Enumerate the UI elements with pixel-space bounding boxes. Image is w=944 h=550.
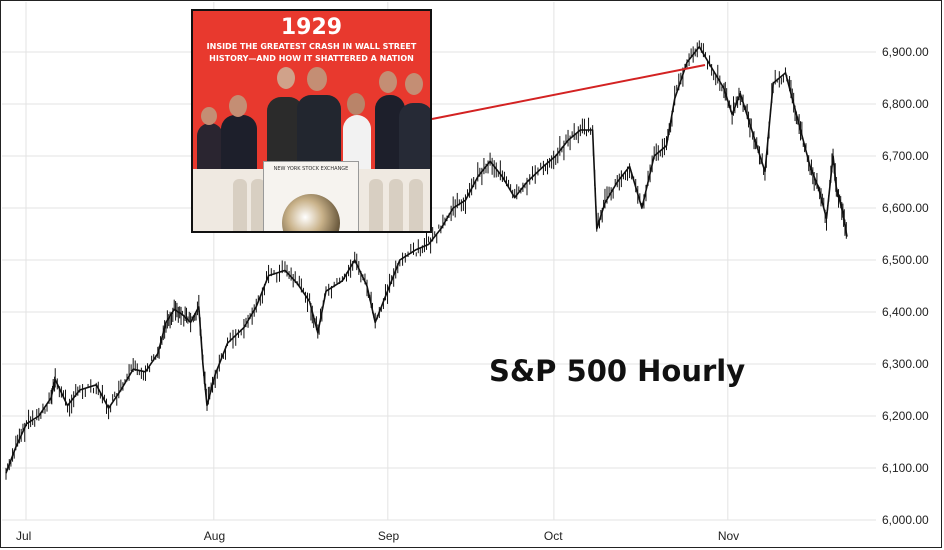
grid-lines: [2, 2, 876, 521]
person-head: [347, 93, 365, 115]
person-figure: [399, 103, 430, 173]
person-head: [201, 107, 217, 125]
x-axis: Jul Aug Sep Oct Nov: [16, 529, 739, 543]
y-tick-label: 6,500.00: [882, 253, 929, 267]
y-tick-label: 6,200.00: [882, 409, 929, 423]
x-tick-label: Jul: [16, 529, 31, 543]
y-tick-label: 6,000.00: [882, 513, 929, 527]
person-figure: [197, 123, 223, 173]
x-tick-label: Nov: [718, 529, 739, 543]
x-tick-label: Oct: [544, 529, 563, 543]
person-figure: [221, 115, 257, 175]
inset-photo: NEW YORK STOCK EXCHANGE 1929 INSIDE THE …: [191, 9, 432, 233]
connector-line: [431, 64, 706, 120]
bell-icon: [282, 194, 340, 231]
baluster: [369, 179, 383, 231]
y-tick-label: 6,100.00: [882, 461, 929, 475]
podium: NEW YORK STOCK EXCHANGE: [263, 161, 359, 231]
y-tick-label: 6,300.00: [882, 357, 929, 371]
person-head: [277, 67, 295, 89]
y-tick-label: 6,800.00: [882, 97, 929, 111]
y-axis: 6,000.00 6,100.00 6,200.00 6,300.00 6,400.00…: [882, 45, 929, 527]
y-tick-label: 6,400.00: [882, 305, 929, 319]
x-tick-label: Aug: [204, 529, 225, 543]
y-tick-label: 6,600.00: [882, 201, 929, 215]
person-head: [405, 73, 423, 95]
x-tick-label: Sep: [378, 529, 400, 543]
inset-headline: 1929 INSIDE THE GREATEST CRASH IN WALL S…: [193, 15, 430, 65]
inset-year: 1929: [280, 15, 343, 40]
person-head: [229, 95, 247, 117]
price-series: [5, 40, 848, 480]
inset-subtitle: INSIDE THE GREATEST CRASH IN WALL STREET…: [206, 42, 417, 63]
person-head: [379, 71, 397, 93]
y-tick-label: 6,700.00: [882, 149, 929, 163]
person-head: [307, 67, 327, 91]
person-figure: [297, 95, 341, 173]
baluster: [409, 179, 423, 231]
baluster: [389, 179, 403, 231]
y-tick-label: 6,900.00: [882, 45, 929, 59]
chart-title: S&P 500 Hourly: [489, 354, 746, 388]
baluster: [233, 179, 247, 231]
podium-label: NEW YORK STOCK EXCHANGE: [273, 166, 349, 172]
baluster: [251, 179, 265, 231]
